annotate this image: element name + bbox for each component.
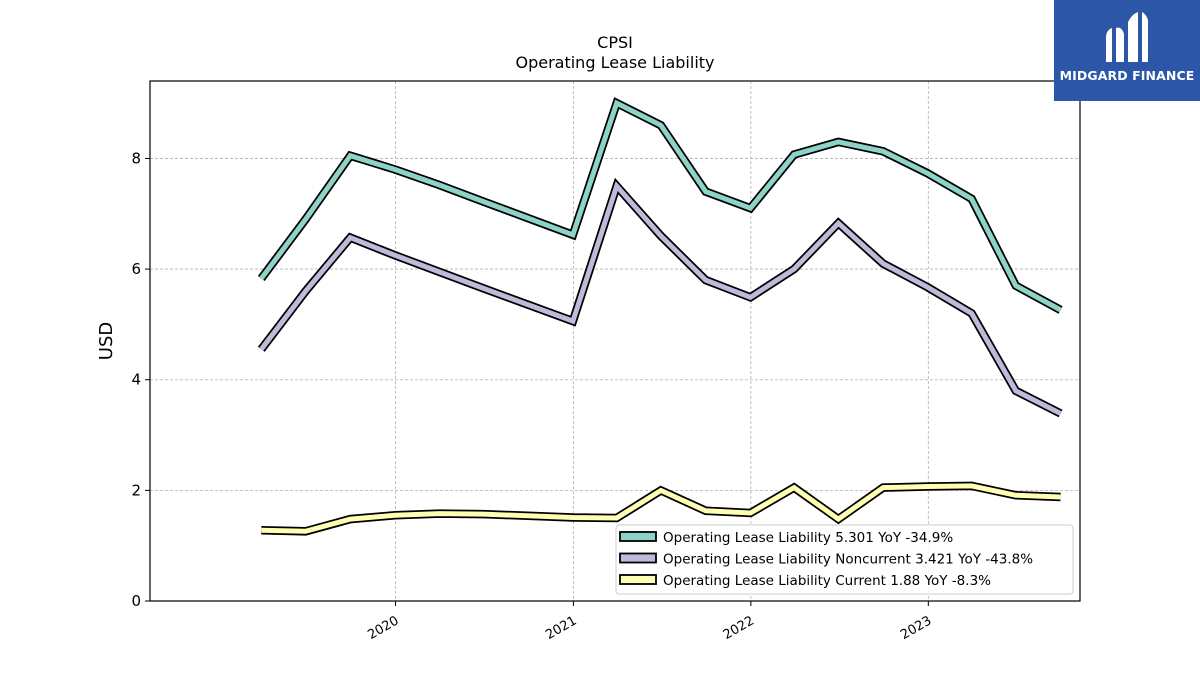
x-tick-label: 2023	[898, 613, 934, 643]
legend-label: Operating Lease Liability Noncurrent 3.4…	[663, 552, 1033, 568]
series-layer	[257, 97, 1063, 536]
series-line	[259, 181, 1062, 416]
x-tick-label: 2022	[721, 613, 757, 643]
legend-box	[615, 524, 1074, 595]
grid	[150, 81, 1080, 601]
series-3	[261, 481, 1061, 536]
y-tick-label: 8	[131, 149, 141, 167]
y-tick-label: 4	[131, 371, 141, 389]
y-tick-label: 6	[131, 260, 141, 278]
logo-mark-icon	[1106, 12, 1148, 63]
legend-swatch	[619, 552, 657, 564]
legend-label: Operating Lease Liability 5.301 YoY -34.…	[663, 530, 953, 546]
x-tick-label: 2020	[365, 613, 401, 643]
legend-item: Operating Lease Liability Current 1.88 Y…	[619, 573, 991, 589]
logo-text: MIDGARD FINANCE	[1059, 68, 1195, 83]
y-axis: 0 2 4 6 8	[131, 149, 150, 610]
legend-label: Operating Lease Liability Current 1.88 Y…	[663, 573, 991, 589]
legend: Operating Lease Liability 5.301 YoY -34.…	[615, 524, 1074, 595]
legend-swatch	[619, 574, 657, 585]
x-axis: 2020 2021 2022 2023	[365, 601, 934, 643]
y-tick-label: 0	[131, 592, 141, 610]
series-1	[257, 97, 1063, 314]
series-line	[261, 483, 1061, 534]
series-2	[257, 177, 1063, 418]
legend-item: Operating Lease Liability 5.301 YoY -34.…	[619, 530, 953, 546]
series-line-outline	[257, 97, 1063, 314]
legend-item: Operating Lease Liability Noncurrent 3.4…	[619, 552, 1033, 568]
chart-title: CPSI	[597, 33, 633, 52]
legend-swatch	[619, 531, 657, 542]
brand-logo: MIDGARD FINANCE	[1054, 0, 1200, 101]
series-line	[259, 99, 1062, 313]
x-tick-label: 2021	[543, 613, 579, 643]
plot-frame	[149, 80, 1081, 602]
chart-subtitle: Operating Lease Liability	[515, 53, 714, 72]
y-tick-label: 2	[131, 481, 141, 499]
y-axis-label: USD	[96, 322, 117, 360]
